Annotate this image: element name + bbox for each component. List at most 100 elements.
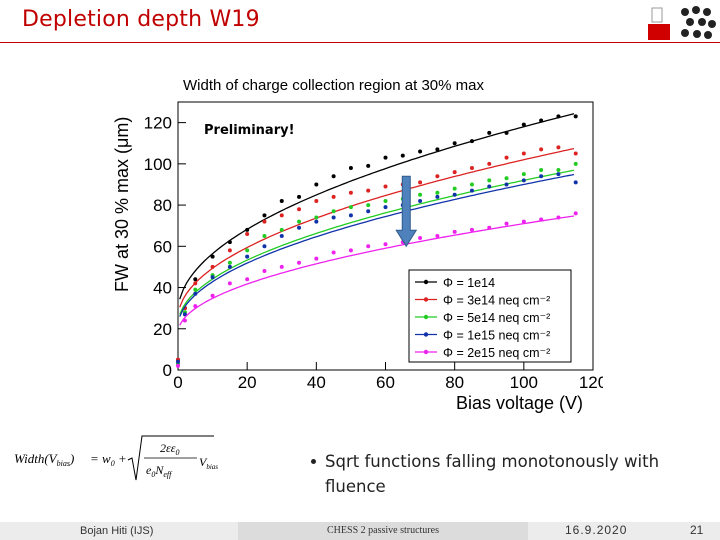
data-point — [556, 215, 561, 220]
width-formula: Width(Vbias) = w0 + 2εε0 e0Neff Vbias — [14, 435, 218, 481]
data-point — [176, 363, 180, 368]
formula-den-sub: 0 — [151, 470, 155, 479]
formula-v-sub: bias — [206, 463, 218, 471]
data-point — [383, 155, 388, 160]
data-point — [193, 304, 198, 309]
svg-text:Vbias: Vbias — [199, 455, 218, 471]
data-point — [383, 205, 388, 210]
data-point — [487, 225, 492, 230]
legend-label: Φ = 5e14 neq cm⁻² — [443, 311, 550, 325]
x-tick-label: 60 — [376, 373, 395, 392]
data-point — [182, 312, 187, 317]
data-point — [279, 264, 284, 269]
data-point — [435, 194, 440, 199]
legend-marker — [423, 279, 429, 285]
data-point — [383, 198, 388, 203]
data-point — [435, 147, 440, 152]
formula-lhs-sub: bias — [57, 459, 70, 468]
formula-den-n-sub: eff — [163, 470, 173, 479]
data-point — [331, 194, 336, 199]
data-point — [227, 240, 232, 245]
data-point — [521, 172, 526, 177]
data-point — [521, 151, 526, 156]
data-point — [452, 192, 457, 197]
data-point — [487, 178, 492, 183]
footer-center-box: CHESS 2 passive structures — [238, 522, 528, 540]
formula-lhs: Width(V — [14, 451, 59, 466]
data-point — [521, 219, 526, 224]
data-point — [556, 172, 561, 177]
data-point — [452, 229, 457, 234]
footer-page-number: 21 — [690, 523, 704, 537]
x-tick-label: 100 — [510, 373, 538, 392]
data-point — [262, 269, 267, 274]
data-point — [469, 165, 474, 170]
x-axis-label: Bias voltage (V) — [456, 393, 583, 413]
data-point — [539, 118, 544, 123]
y-tick-label: 120 — [144, 114, 172, 133]
data-point — [435, 234, 440, 238]
legend-marker — [423, 314, 429, 320]
institute-logo-icon — [648, 6, 716, 40]
fit-curve-4 — [179, 215, 575, 326]
data-point — [227, 248, 232, 253]
data-point — [573, 211, 578, 216]
data-point — [556, 145, 561, 150]
data-point — [348, 213, 353, 218]
data-point — [182, 318, 187, 323]
data-point — [210, 293, 215, 298]
data-point — [314, 219, 319, 224]
data-point — [487, 130, 492, 135]
data-point — [348, 190, 353, 195]
data-point — [210, 264, 215, 269]
formula-w0: = w — [90, 451, 111, 466]
data-point — [227, 260, 232, 265]
data-point — [193, 287, 198, 292]
legend-label: Φ = 1e15 neq cm⁻² — [443, 329, 550, 343]
data-point — [556, 114, 561, 119]
data-point — [573, 151, 578, 156]
data-point — [383, 184, 388, 189]
data-point — [400, 153, 405, 158]
data-point — [539, 174, 544, 179]
data-point — [418, 236, 423, 241]
data-point — [314, 198, 319, 203]
data-point — [297, 207, 302, 212]
data-point — [521, 122, 526, 127]
data-point — [193, 277, 198, 282]
data-point — [366, 203, 371, 208]
fit-curve-1 — [179, 147, 575, 308]
depletion-arrow — [395, 175, 418, 248]
data-point — [262, 219, 267, 224]
data-point — [487, 161, 492, 166]
svg-text:2εε0: 2εε0 — [160, 441, 179, 457]
y-tick-label: 80 — [153, 196, 172, 215]
data-point — [452, 141, 457, 146]
data-point — [193, 291, 198, 296]
y-axis-label: FW at 30 % max (μm) — [112, 117, 132, 292]
bullet-text: Sqrt functions falling monotonously with… — [325, 452, 660, 496]
data-point — [348, 248, 353, 253]
formula-den-n: N — [154, 463, 164, 477]
data-point — [262, 213, 267, 218]
data-point — [245, 277, 250, 282]
data-point — [469, 227, 474, 232]
data-point — [418, 192, 423, 197]
data-point — [539, 217, 544, 222]
data-point — [383, 242, 388, 247]
data-point — [227, 264, 232, 269]
y-tick-label: 60 — [153, 237, 172, 256]
data-point — [348, 205, 353, 210]
footer-center-text: CHESS 2 passive structures — [327, 525, 439, 536]
data-point — [176, 359, 180, 364]
data-point — [210, 275, 215, 280]
data-point — [418, 198, 423, 203]
data-point — [297, 260, 302, 265]
formula-den: e — [146, 463, 152, 477]
data-point — [245, 254, 250, 259]
data-point — [193, 281, 198, 286]
data-point — [469, 182, 474, 187]
bullet-dot — [311, 459, 316, 464]
legend-marker — [423, 332, 429, 337]
chart-title: Width of charge collection region at 30%… — [183, 77, 484, 94]
